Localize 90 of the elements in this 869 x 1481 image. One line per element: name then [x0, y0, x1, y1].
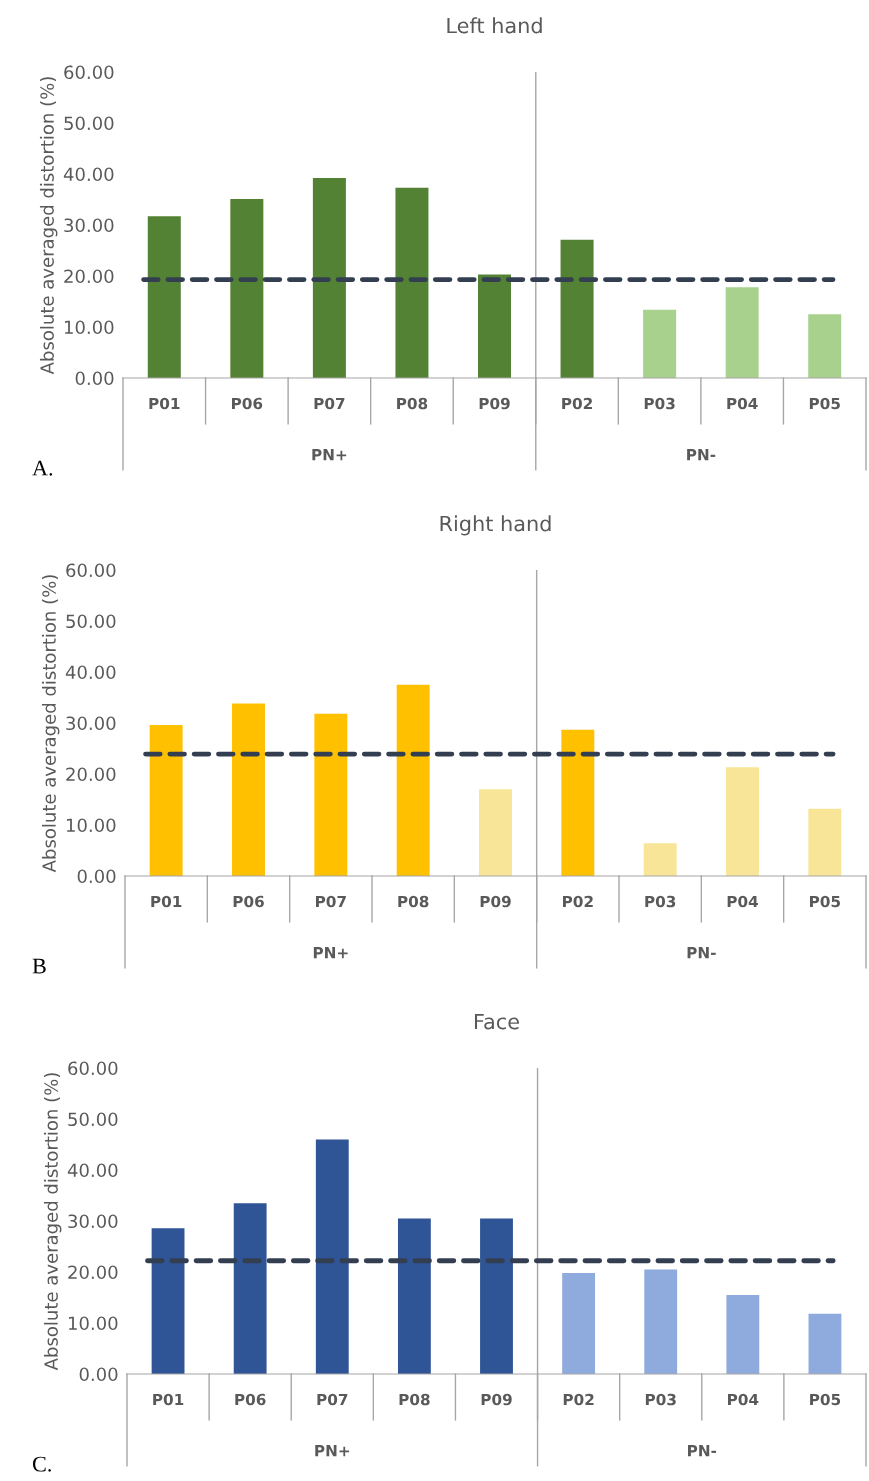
x-tick-label: P05: [810, 895, 840, 908]
x-tick-label: P03: [645, 1393, 676, 1406]
x-tick-label: P04: [727, 895, 759, 908]
text: PN-: [688, 1445, 717, 1457]
x-tick-label: P04: [728, 1393, 759, 1406]
text: B: [32, 958, 46, 974]
y-tick-label: 10.00: [66, 818, 116, 833]
x-tick-label: P01: [151, 895, 182, 908]
bar: [726, 767, 759, 876]
bar: [560, 239, 594, 378]
text: PN-: [687, 449, 716, 461]
text: C.: [32, 1456, 51, 1472]
y-tick-label: 40.00: [63, 167, 114, 182]
bar: [233, 1203, 267, 1374]
y-tick-label: 40.00: [65, 665, 116, 680]
x-tick-label: P09: [481, 1393, 512, 1406]
text: A.: [32, 460, 53, 476]
x-tick-label: P06: [232, 397, 263, 410]
bar: [312, 178, 346, 378]
bar: [480, 1218, 513, 1374]
text: PN-: [687, 947, 716, 959]
y-axis-title: Absolute averaged distortion (%): [43, 1073, 62, 1371]
bar: [314, 713, 348, 876]
x-tick-label: P09: [480, 895, 511, 908]
bar: [725, 287, 759, 378]
x-tick-label: P07: [317, 1393, 348, 1406]
bar: [147, 216, 181, 378]
y-tick-label: 50.00: [68, 1112, 118, 1127]
x-tick-label: P02: [563, 895, 593, 908]
bar: [479, 789, 512, 876]
bar: [477, 274, 512, 378]
y-tick-label: 40.00: [67, 1163, 118, 1178]
x-tick-label: P03: [644, 397, 675, 410]
bar: [808, 314, 842, 378]
x-tick-label: P08: [398, 895, 429, 908]
bar: [561, 729, 595, 876]
text: PN+: [312, 449, 347, 461]
y-tick-label: 10.00: [68, 1316, 118, 1331]
bar: [808, 1313, 842, 1374]
x-tick-label: P03: [645, 895, 676, 908]
chart-title: Left hand: [447, 17, 542, 34]
bar: [726, 1294, 760, 1374]
y-tick-label: 0.00: [75, 371, 114, 386]
x-tick-label: P02: [562, 397, 592, 410]
x-tick-label: P09: [479, 397, 510, 410]
y-tick-label: 20.00: [68, 1265, 118, 1280]
y-tick-label: 10.00: [64, 320, 114, 335]
text: PN+: [313, 947, 348, 959]
x-tick-label: P02: [563, 1393, 594, 1406]
bar: [315, 1139, 349, 1374]
y-tick-label: 60.00: [66, 563, 116, 578]
y-axis-title: Absolute averaged distortion (%): [41, 575, 60, 873]
x-tick-label: P06: [233, 895, 264, 908]
bar: [151, 1228, 185, 1374]
bar: [149, 725, 183, 876]
y-tick-label: 60.00: [64, 65, 114, 80]
y-tick-label: 0.00: [77, 869, 116, 884]
bar: [562, 1273, 596, 1374]
y-tick-label: 50.00: [64, 116, 114, 131]
bar: [232, 703, 265, 876]
y-axis-title: Absolute averaged distortion (%): [39, 77, 58, 375]
bar: [643, 309, 677, 378]
x-tick-label: P08: [397, 397, 428, 410]
y-tick-label: 30.00: [68, 1214, 118, 1229]
bar: [397, 1218, 431, 1374]
y-tick-label: 0.00: [79, 1367, 118, 1382]
y-tick-label: 50.00: [66, 614, 116, 629]
y-tick-label: 60.00: [68, 1061, 118, 1076]
text: PN+: [315, 1445, 350, 1457]
bar: [644, 1269, 678, 1374]
x-tick-label: P06: [235, 1393, 266, 1406]
y-tick-label: 30.00: [66, 716, 116, 731]
bar: [808, 808, 842, 876]
x-tick-label: P05: [810, 1393, 841, 1406]
x-tick-label: P07: [316, 895, 346, 908]
chart-title: Face: [474, 1013, 519, 1030]
y-tick-label: 20.00: [64, 269, 114, 284]
x-tick-label: P07: [314, 397, 345, 410]
x-tick-label: P01: [153, 1393, 184, 1406]
bar: [230, 198, 264, 378]
x-tick-label: P05: [809, 397, 840, 410]
bar: [643, 843, 677, 876]
y-tick-label: 20.00: [66, 767, 116, 782]
x-tick-label: P01: [149, 397, 180, 410]
bar: [396, 684, 430, 876]
x-tick-label: P08: [399, 1393, 430, 1406]
x-tick-label: P04: [727, 397, 758, 410]
chart-title: Right hand: [440, 515, 551, 536]
y-tick-label: 30.00: [64, 218, 114, 233]
bar: [395, 187, 429, 378]
